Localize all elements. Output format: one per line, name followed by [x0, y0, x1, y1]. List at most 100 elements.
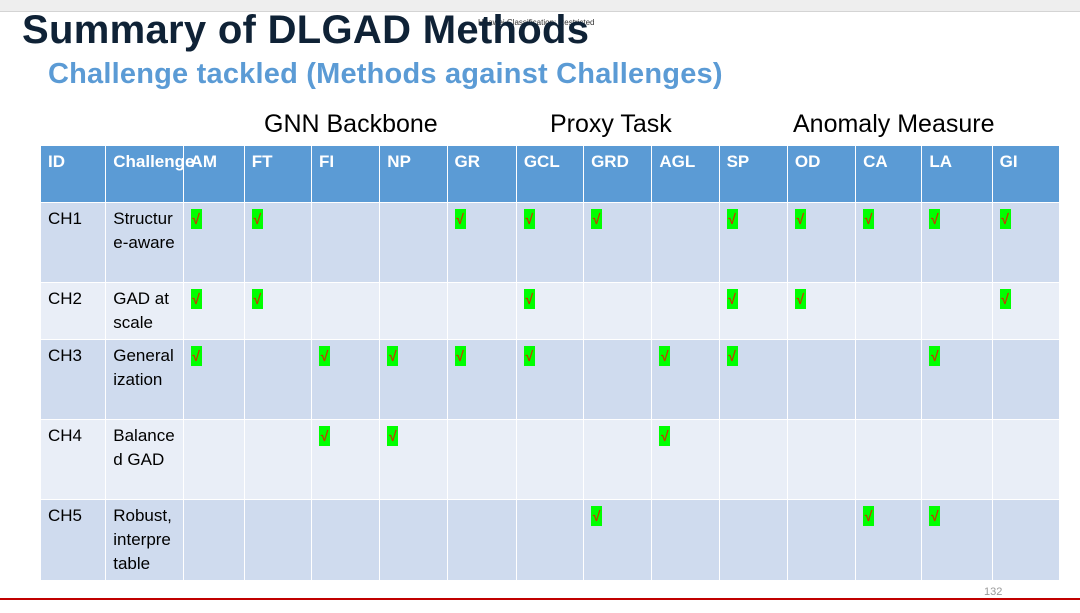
top-bar — [0, 0, 1080, 12]
check-mark-icon: √ — [454, 209, 466, 229]
method-cell-grd: √ — [583, 202, 653, 283]
method-cell-np: √ — [379, 339, 448, 420]
method-cell-gi: √ — [991, 202, 1061, 283]
check-mark-icon: √ — [591, 209, 603, 229]
method-cell-gr: √ — [446, 202, 517, 283]
column-header-challenge: Challenge — [105, 145, 195, 203]
method-cell-sp — [718, 419, 788, 500]
check-mark-icon: √ — [523, 346, 535, 366]
bottom-rule — [0, 598, 1080, 600]
method-cell-ca — [855, 339, 923, 420]
method-cell-ca — [855, 419, 923, 500]
method-cell-gr — [446, 282, 517, 340]
column-header-ft: FT — [243, 145, 313, 203]
method-cell-ft: √ — [243, 282, 313, 340]
method-cell-la — [921, 419, 993, 500]
check-mark-icon: √ — [929, 209, 941, 229]
column-header-ca: CA — [855, 145, 923, 203]
check-mark-icon: √ — [319, 346, 331, 366]
method-cell-gr: √ — [446, 339, 517, 420]
table-row: CH5 Robust, interpretable √ √ √ — [39, 499, 1061, 581]
method-cell-la: √ — [921, 339, 993, 420]
check-mark-icon: √ — [863, 209, 875, 229]
group-label-anomaly-measure: Anomaly Measure — [793, 110, 995, 138]
check-mark-icon: √ — [863, 506, 875, 526]
row-id-cell: CH4 — [39, 419, 107, 500]
check-mark-icon: √ — [387, 346, 399, 366]
method-cell-gi — [991, 339, 1061, 420]
row-challenge-cell: Structure-aware — [105, 202, 184, 283]
method-cell-ft — [243, 339, 313, 420]
column-header-fi: FI — [311, 145, 381, 203]
method-cell-fi — [311, 202, 381, 283]
method-cell-gr — [446, 419, 517, 500]
method-cell-gcl — [515, 419, 585, 500]
method-cell-am — [182, 419, 245, 500]
check-mark-icon: √ — [794, 209, 806, 229]
method-cell-sp: √ — [718, 282, 788, 340]
row-id-cell: CH5 — [39, 499, 107, 581]
method-cell-fi — [311, 282, 381, 340]
classification-label: Huawei Classification: Restricted — [478, 18, 595, 27]
row-id-cell: CH2 — [39, 282, 107, 340]
column-header-am: AM — [182, 145, 245, 203]
method-cell-ft: √ — [243, 202, 313, 283]
method-cell-np — [379, 282, 448, 340]
method-cell-la — [921, 282, 993, 340]
method-cell-grd — [583, 282, 653, 340]
method-cell-od — [786, 339, 857, 420]
column-header-la: LA — [921, 145, 993, 203]
row-challenge-cell: GAD at scale — [105, 282, 184, 340]
method-cell-od — [786, 419, 857, 500]
table-row: CH3 Generalization √ √ √ √ √ √ √ √ — [39, 339, 1061, 420]
table-row: CH4 Balanced GAD √ √ √ — [39, 419, 1061, 500]
method-cell-fi: √ — [311, 339, 381, 420]
row-challenge-cell: Robust, interpretable — [105, 499, 184, 581]
column-header-gr: GR — [446, 145, 517, 203]
method-cell-gcl — [515, 499, 585, 581]
method-cell-gi — [991, 419, 1061, 500]
method-cell-np — [379, 499, 448, 581]
method-cell-am: √ — [182, 202, 245, 283]
method-cell-ca: √ — [855, 499, 923, 581]
method-cell-grd — [583, 419, 653, 500]
method-cell-la: √ — [921, 202, 993, 283]
table-row: CH2 GAD at scale √ √ √ √ √ √ — [39, 282, 1061, 340]
method-cell-gi: √ — [991, 282, 1061, 340]
table-body: CH1 Structure-aware √ √ √ √ √ √ √ √ √ √ CH2 GAD at sc… — [39, 202, 1061, 581]
column-header-grd: GRD — [583, 145, 653, 203]
check-mark-icon: √ — [794, 289, 806, 309]
table-header-row: ID Challenge AM FT FI NP GR GCL GRD AGL SP OD CA LA GI — [39, 145, 1061, 203]
method-cell-grd: √ — [583, 499, 653, 581]
slide-title: Summary of DLGAD Methods — [22, 8, 590, 52]
method-cell-ca: √ — [855, 202, 923, 283]
method-cell-np — [379, 202, 448, 283]
method-cell-od: √ — [786, 282, 857, 340]
row-id-cell: CH1 — [39, 202, 107, 283]
method-cell-od: √ — [786, 202, 857, 283]
method-cell-agl — [651, 499, 720, 581]
check-mark-icon: √ — [929, 506, 941, 526]
check-mark-icon: √ — [726, 289, 738, 309]
method-cell-agl: √ — [651, 339, 720, 420]
check-mark-icon: √ — [659, 426, 671, 446]
method-cell-am: √ — [182, 339, 245, 420]
method-cell-od — [786, 499, 857, 581]
method-cell-sp: √ — [718, 202, 788, 283]
check-mark-icon: √ — [454, 346, 466, 366]
check-mark-icon: √ — [319, 426, 331, 446]
slide-subtitle: Challenge tackled (Methods against Chall… — [48, 58, 723, 90]
method-cell-ft — [243, 499, 313, 581]
row-id-cell: CH3 — [39, 339, 107, 420]
check-mark-icon: √ — [190, 346, 202, 366]
check-mark-icon: √ — [726, 209, 738, 229]
method-cell-agl — [651, 282, 720, 340]
group-label-gnn-backbone: GNN Backbone — [264, 110, 438, 138]
method-cell-ca — [855, 282, 923, 340]
method-cell-am: √ — [182, 282, 245, 340]
check-mark-icon: √ — [190, 209, 202, 229]
method-cell-fi — [311, 499, 381, 581]
method-cell-am — [182, 499, 245, 581]
method-cell-la: √ — [921, 499, 993, 581]
check-mark-icon: √ — [251, 289, 263, 309]
